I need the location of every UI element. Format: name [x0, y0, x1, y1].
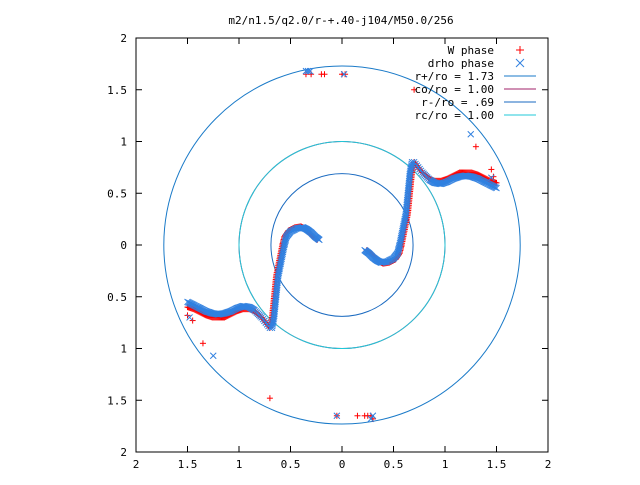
marker-stroke: [369, 412, 377, 420]
drho-phase-point: [306, 67, 314, 75]
marker-stroke: [487, 174, 495, 182]
marker-stroke: [340, 70, 348, 78]
y-tick-label: 0.5: [107, 187, 127, 200]
marker-stroke: [315, 236, 323, 244]
marker-stroke: [333, 412, 341, 420]
series-w-phase: [184, 71, 500, 422]
marker-stroke: [467, 130, 475, 138]
w-phase-point: [488, 166, 495, 173]
series-drho-phase: [184, 67, 500, 423]
reference-circle: [163, 65, 521, 425]
x-tick-label: 0: [339, 458, 346, 471]
x-tick-label: 1.5: [487, 458, 507, 471]
marker-stroke: [211, 310, 219, 318]
marker-stroke: [306, 67, 314, 75]
drho-phase-point: [333, 412, 341, 420]
w-phase-point: [342, 71, 349, 78]
legend-label: r-/ro = .69: [421, 96, 494, 109]
marker-stroke: [515, 58, 525, 68]
axis-ticks: 2 1.5 1 0.5 0 0.5 1 1.5 221.510.500.511.52: [107, 32, 551, 471]
x-tick-label: 2: [545, 458, 552, 471]
x-tick-label: 0.5: [384, 458, 404, 471]
chart-title: m2/n1.5/q2.0/r-+.40-j104/M50.0/256: [228, 14, 453, 27]
y-tick-label: 1.5: [107, 84, 127, 97]
w-phase-point: [516, 46, 524, 54]
legend-label: W phase: [448, 44, 494, 57]
marker-stroke: [186, 314, 193, 321]
marker-stroke: [184, 298, 191, 306]
drho-phase-point: [209, 352, 217, 360]
drho-phase-point: [282, 234, 290, 242]
marker-stroke: [298, 224, 306, 231]
marker-stroke: [210, 310, 218, 318]
y-tick-label: 0: [120, 239, 127, 252]
w-phase-point: [490, 173, 497, 180]
w-phase-point: [266, 395, 273, 402]
drho-phase-point: [315, 236, 323, 244]
x-tick-label: 1.5: [178, 458, 198, 471]
marker-stroke: [282, 234, 290, 242]
drho-phase-point: [367, 415, 375, 423]
legend-label: r+/ro = 1.73: [415, 70, 494, 83]
x-tick-label: 1: [236, 458, 243, 471]
drho-phase-point: [394, 248, 402, 256]
reference-circle: [238, 141, 446, 349]
drho-phase-point: [184, 298, 191, 306]
w-phase-point: [411, 86, 418, 93]
drho-phase-point: [369, 412, 377, 420]
w-phase-point: [354, 412, 361, 419]
marker-stroke: [209, 310, 217, 317]
drho-phase-point: [186, 314, 193, 321]
marker-stroke: [467, 173, 475, 180]
marker-stroke: [361, 246, 369, 254]
w-phase-point: [302, 71, 309, 78]
marker-stroke: [466, 172, 474, 180]
drho-phase-point: [340, 70, 348, 78]
y-tick-label: 0.5: [107, 291, 127, 304]
drho-phase-point: [467, 130, 475, 138]
drho-phase-point: [361, 246, 369, 254]
x-tick-label: 1: [442, 458, 449, 471]
data-series: [184, 67, 500, 423]
marker-stroke: [465, 172, 473, 180]
marker-stroke: [209, 352, 217, 360]
drho-phase-point: [515, 58, 525, 68]
marker-stroke: [304, 67, 312, 75]
drho-phase-point: [493, 184, 500, 192]
marker-stroke: [493, 184, 500, 192]
marker-stroke: [394, 248, 402, 256]
legend-label: drho phase: [428, 57, 494, 70]
w-phase-point: [321, 71, 328, 78]
w-phase-point: [199, 340, 206, 347]
legend-label: rc/ro = 1.00: [415, 109, 494, 122]
y-tick-label: 2: [120, 446, 127, 459]
legend-label: co/ro = 1.00: [415, 83, 494, 96]
marker-stroke: [378, 259, 386, 266]
y-tick-label: 1: [120, 136, 127, 149]
w-phase-point: [472, 143, 479, 150]
reference-circle: [270, 173, 414, 317]
x-tick-label: 0.5: [281, 458, 301, 471]
x-tick-label: 2: [133, 458, 140, 471]
drho-phase-point: [487, 174, 495, 182]
marker-stroke: [367, 415, 375, 423]
y-tick-label: 1.5: [107, 394, 127, 407]
y-tick-label: 2: [120, 32, 127, 45]
reference-circles: [163, 65, 521, 425]
w-phase-point: [189, 317, 196, 324]
drho-phase-point: [304, 67, 312, 75]
y-tick-label: 1: [120, 343, 127, 356]
